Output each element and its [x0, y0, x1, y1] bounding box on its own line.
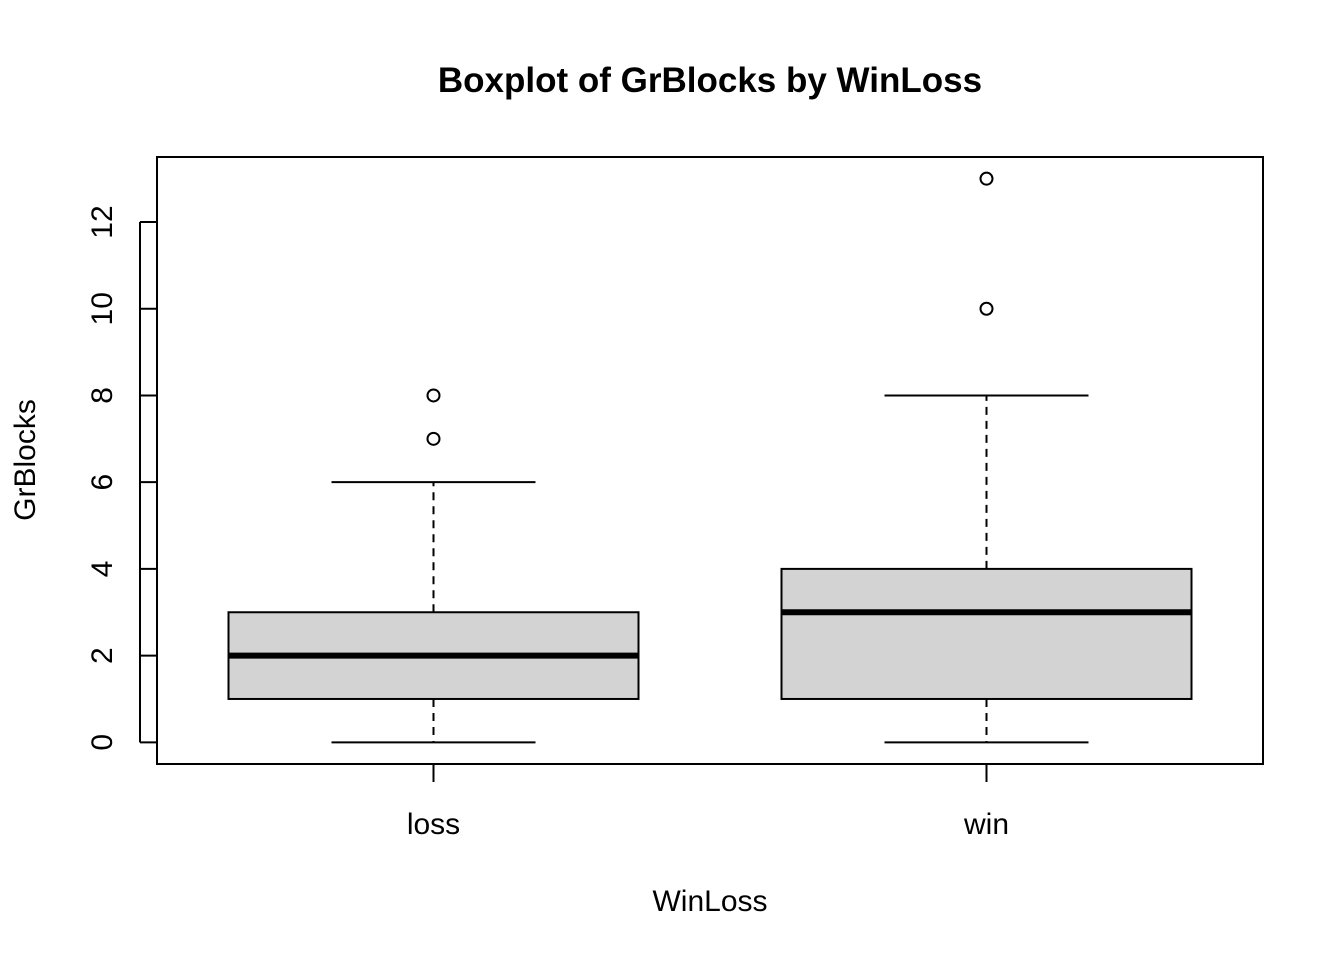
iqr-box	[780, 567, 1193, 700]
outlier-point	[426, 388, 441, 403]
y-tick-label: 2	[86, 647, 119, 664]
y-tick-label: 8	[86, 387, 119, 404]
y-axis: 0 2 4 6 8 10 12	[86, 205, 157, 751]
y-axis-label: GrBlocks	[9, 399, 42, 521]
outlier-point	[979, 171, 994, 186]
box-group-loss	[227, 388, 640, 744]
y-tick-label: 12	[86, 205, 119, 238]
box-group-win	[780, 171, 1193, 744]
plot-frame	[156, 156, 1264, 765]
outlier-point	[426, 431, 441, 446]
y-tick-label: 10	[86, 292, 119, 325]
y-tick-label: 6	[86, 474, 119, 491]
chart-title: Boxplot of GrBlocks by WinLoss	[438, 61, 982, 100]
chart-marks	[227, 171, 1193, 744]
x-axis-label: WinLoss	[652, 885, 767, 918]
x-tick-label: loss	[407, 808, 460, 841]
outlier-point	[979, 301, 994, 316]
y-tick-label: 0	[86, 734, 119, 751]
x-axis: loss win	[407, 764, 1009, 841]
y-tick-label: 4	[86, 561, 119, 578]
x-tick-label: win	[963, 808, 1009, 841]
